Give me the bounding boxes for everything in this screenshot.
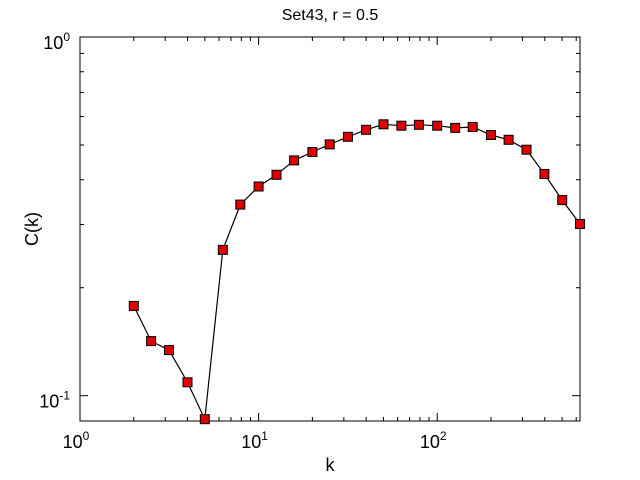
plot-area (79, 36, 581, 422)
tick-labels: 100 101 102 10-1 100 (39, 30, 447, 452)
major-ticks (79, 36, 580, 421)
x-tick-label: 101 (241, 429, 268, 452)
data-point (413, 119, 424, 130)
data-point (235, 199, 246, 210)
minor-ticks (80, 37, 580, 421)
data-point (486, 130, 496, 140)
data-point (521, 144, 532, 155)
data-point (199, 414, 210, 425)
data-point (271, 169, 282, 180)
data-point (289, 155, 300, 166)
x-axis-label: k (326, 455, 336, 475)
data-point (146, 336, 157, 347)
data-point (217, 244, 228, 255)
x-tick-label: 102 (420, 429, 447, 452)
y-tick-label: 10-1 (39, 389, 70, 412)
chart-title: Set43, r = 0.5 (282, 7, 379, 24)
data-point (361, 124, 372, 135)
data-point (557, 195, 568, 206)
x-tick-label: 100 (63, 429, 90, 452)
data-point (253, 181, 264, 192)
data-point (182, 377, 193, 388)
data-point (539, 169, 550, 179)
data-point (396, 120, 407, 131)
data-point (467, 122, 478, 132)
data-point (128, 300, 139, 311)
y-tick-label: 100 (43, 30, 70, 53)
data-point (307, 147, 318, 157)
data-point (575, 219, 585, 229)
series-layer (128, 119, 585, 425)
data-point (432, 120, 443, 131)
data-point (503, 134, 514, 145)
data-point (378, 119, 389, 130)
data-point (450, 122, 461, 133)
y-axis-label: C(k) (22, 212, 42, 246)
data-point (324, 139, 335, 150)
data-point (164, 345, 174, 356)
data-point (342, 131, 353, 142)
